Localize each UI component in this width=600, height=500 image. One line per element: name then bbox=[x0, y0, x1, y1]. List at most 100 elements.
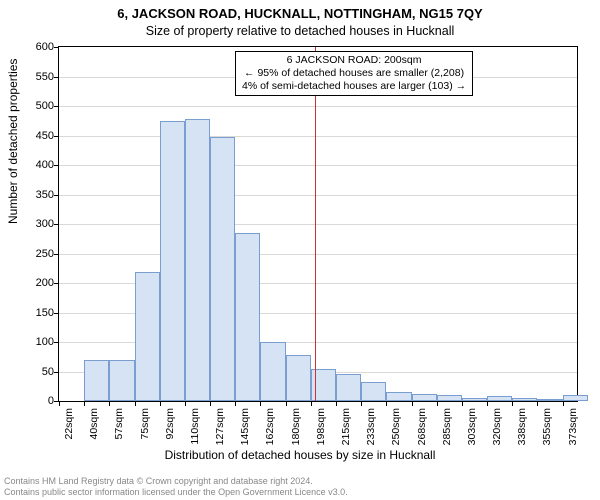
x-tick-label: 57sqm bbox=[113, 408, 125, 440]
x-tick-label: 162sqm bbox=[264, 408, 276, 445]
reference-line bbox=[315, 47, 316, 401]
annotation-box: 6 JACKSON ROAD: 200sqm← 95% of detached … bbox=[235, 51, 473, 96]
histogram-bar bbox=[286, 355, 311, 401]
x-tick-mark bbox=[135, 402, 136, 406]
page-title-address: 6, JACKSON ROAD, HUCKNALL, NOTTINGHAM, N… bbox=[0, 0, 600, 22]
histogram-bar bbox=[336, 374, 361, 401]
y-tick-mark bbox=[54, 254, 58, 255]
x-tick-mark bbox=[361, 402, 362, 406]
x-tick-mark bbox=[210, 402, 211, 406]
histogram-plot: 6 JACKSON ROAD: 200sqm← 95% of detached … bbox=[58, 46, 578, 402]
y-tick-label: 450 bbox=[36, 130, 54, 142]
histogram-bar bbox=[235, 233, 260, 401]
x-tick-mark bbox=[437, 402, 438, 406]
y-tick-mark bbox=[54, 313, 58, 314]
x-tick-label: 110sqm bbox=[189, 408, 201, 445]
x-tick-label: 198sqm bbox=[315, 408, 327, 445]
x-tick-label: 355sqm bbox=[541, 408, 553, 445]
x-tick-label: 75sqm bbox=[139, 408, 151, 440]
histogram-bar bbox=[386, 392, 411, 401]
y-tick-label: 150 bbox=[36, 307, 54, 319]
y-tick-mark bbox=[54, 165, 58, 166]
y-tick-label: 100 bbox=[36, 336, 54, 348]
histogram-bar bbox=[210, 137, 235, 401]
gridline bbox=[59, 165, 577, 166]
histogram-bar bbox=[361, 382, 386, 401]
x-tick-label: 180sqm bbox=[290, 408, 302, 445]
histogram-bar bbox=[537, 399, 562, 401]
x-tick-label: 338sqm bbox=[516, 408, 528, 445]
y-tick-label: 300 bbox=[36, 218, 54, 230]
x-tick-mark bbox=[59, 402, 60, 406]
y-axis-label: Number of detached properties bbox=[6, 59, 20, 224]
x-tick-mark bbox=[84, 402, 85, 406]
x-tick-mark bbox=[487, 402, 488, 406]
footer-line2: Contains public sector information licen… bbox=[4, 487, 348, 498]
x-tick-mark bbox=[260, 402, 261, 406]
histogram-bar bbox=[437, 395, 462, 401]
x-tick-mark bbox=[160, 402, 161, 406]
histogram-bar bbox=[512, 398, 537, 401]
gridline bbox=[59, 106, 577, 107]
x-tick-mark bbox=[412, 402, 413, 406]
histogram-bar bbox=[462, 398, 487, 401]
y-tick-mark bbox=[54, 195, 58, 196]
x-tick-label: 40sqm bbox=[88, 408, 100, 440]
histogram-bar bbox=[260, 342, 285, 401]
x-tick-label: 233sqm bbox=[365, 408, 377, 445]
histogram-bar bbox=[563, 395, 588, 401]
x-tick-label: 373sqm bbox=[567, 408, 579, 445]
x-tick-label: 268sqm bbox=[416, 408, 428, 445]
x-tick-mark bbox=[235, 402, 236, 406]
x-tick-label: 303sqm bbox=[466, 408, 478, 445]
x-tick-mark bbox=[537, 402, 538, 406]
x-tick-mark bbox=[462, 402, 463, 406]
x-tick-mark bbox=[109, 402, 110, 406]
histogram-bar bbox=[487, 396, 512, 401]
x-tick-label: 215sqm bbox=[340, 408, 352, 445]
y-tick-label: 250 bbox=[36, 248, 54, 260]
footer-line1: Contains HM Land Registry data © Crown c… bbox=[4, 476, 348, 487]
y-tick-label: 400 bbox=[36, 159, 54, 171]
annotation-line1: 6 JACKSON ROAD: 200sqm bbox=[242, 54, 466, 67]
histogram-bar bbox=[160, 121, 185, 401]
x-tick-label: 250sqm bbox=[390, 408, 402, 445]
x-tick-label: 285sqm bbox=[441, 408, 453, 445]
x-tick-mark bbox=[512, 402, 513, 406]
y-tick-mark bbox=[54, 224, 58, 225]
gridline bbox=[59, 136, 577, 137]
x-axis-label: Distribution of detached houses by size … bbox=[0, 448, 600, 462]
y-tick-label: 350 bbox=[36, 189, 54, 201]
x-tick-mark bbox=[563, 402, 564, 406]
histogram-bar bbox=[185, 119, 210, 401]
gridline bbox=[59, 254, 577, 255]
gridline bbox=[59, 195, 577, 196]
histogram-bar bbox=[109, 360, 134, 401]
y-tick-label: 500 bbox=[36, 100, 54, 112]
y-tick-mark bbox=[54, 136, 58, 137]
y-tick-label: 550 bbox=[36, 71, 54, 83]
x-tick-label: 22sqm bbox=[63, 408, 75, 440]
histogram-bar bbox=[412, 394, 437, 401]
y-tick-mark bbox=[54, 401, 58, 402]
footer-attribution: Contains HM Land Registry data © Crown c… bbox=[4, 476, 348, 499]
y-tick-mark bbox=[54, 342, 58, 343]
y-tick-label: 200 bbox=[36, 277, 54, 289]
x-tick-label: 145sqm bbox=[239, 408, 251, 445]
y-tick-mark bbox=[54, 77, 58, 78]
x-tick-label: 92sqm bbox=[164, 408, 176, 440]
histogram-bar bbox=[135, 272, 160, 401]
y-tick-mark bbox=[54, 372, 58, 373]
x-tick-mark bbox=[336, 402, 337, 406]
x-tick-label: 320sqm bbox=[491, 408, 503, 445]
y-tick-mark bbox=[54, 47, 58, 48]
y-tick-mark bbox=[54, 106, 58, 107]
x-tick-label: 127sqm bbox=[214, 408, 226, 445]
x-tick-mark bbox=[286, 402, 287, 406]
y-tick-mark bbox=[54, 283, 58, 284]
annotation-line2: ← 95% of detached houses are smaller (2,… bbox=[242, 67, 466, 80]
x-tick-mark bbox=[311, 402, 312, 406]
x-tick-mark bbox=[185, 402, 186, 406]
annotation-line3: 4% of semi-detached houses are larger (1… bbox=[242, 80, 466, 93]
y-tick-label: 600 bbox=[36, 41, 54, 53]
